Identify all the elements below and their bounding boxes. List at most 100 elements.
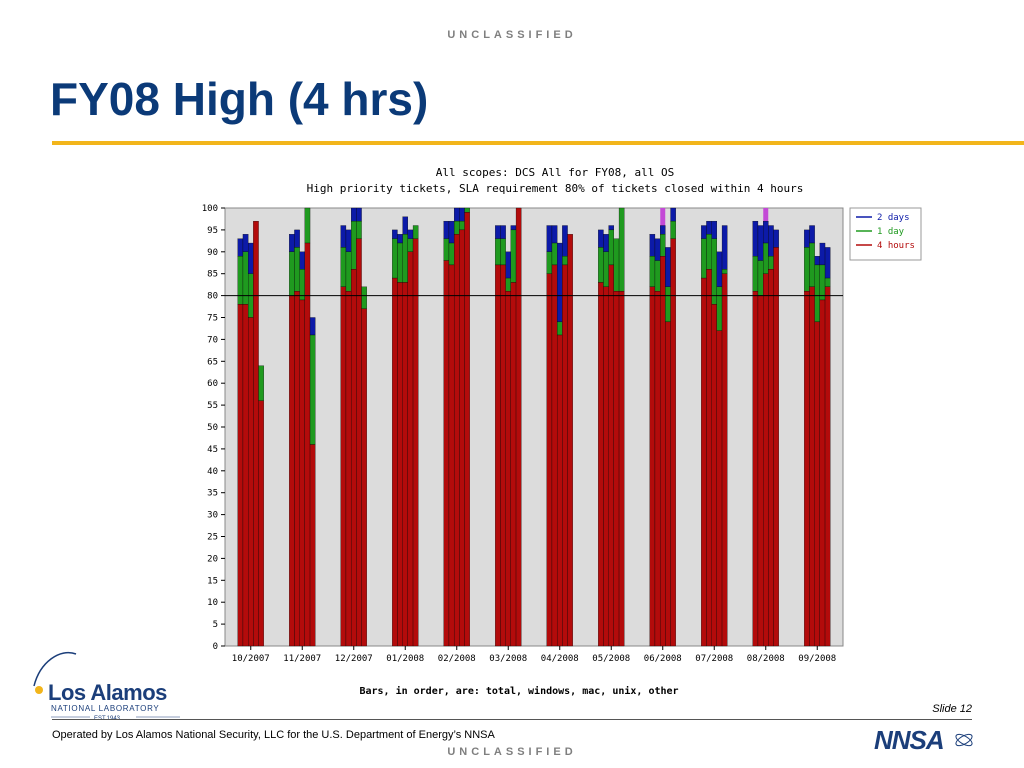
bar-segment-1day: [711, 238, 718, 305]
bar-group: [649, 207, 676, 647]
bar-segment-4hours: [309, 444, 316, 647]
bar-segment-4hours: [814, 321, 821, 647]
y-tick-label: 50: [207, 423, 218, 433]
bar-segment-4hours: [824, 286, 831, 647]
bar-segment-2days: [453, 207, 460, 222]
bar-segment-2days: [649, 234, 656, 257]
bar-segment-4hours: [248, 317, 254, 647]
bar-segment-2days: [299, 251, 306, 270]
bar-segment-4hours: [654, 291, 661, 647]
bar-segment-2days: [546, 225, 553, 252]
y-tick-label: 20: [207, 554, 218, 564]
bar-segment-4hours: [752, 291, 759, 647]
bar-segment-4hours: [345, 291, 352, 647]
bar-segment-2days: [402, 216, 408, 235]
bar-segment-1day: [752, 256, 759, 292]
bar-segment-2days: [757, 225, 764, 261]
bar-segment-1day: [649, 256, 656, 287]
bar-segment-1day: [701, 238, 707, 279]
bar-segment-4hours: [546, 273, 553, 647]
bar-group: [804, 225, 831, 647]
y-tick-label: 75: [207, 314, 218, 324]
bar-segment-4hours: [253, 220, 259, 647]
bar-segment-2days: [824, 247, 831, 279]
bar-segment-4hours: [665, 321, 671, 647]
bar-segment-2days: [809, 225, 815, 244]
bar-segment-1day: [505, 277, 511, 292]
bar-segment-4hours: [701, 277, 707, 647]
bar-segment-1day: [716, 286, 723, 331]
bar-segment-2days: [556, 242, 563, 323]
x-axis: 10/2007 11/2007 12/2007 01/2008 02/2008 03/20…: [232, 646, 836, 664]
bar-segment-4hours: [706, 269, 712, 647]
bar-group: [546, 225, 573, 647]
bar-segment-1day: [670, 220, 676, 239]
plot-area: [224, 207, 844, 647]
bar-segment-1day: [345, 251, 352, 292]
y-tick-label: 40: [207, 467, 218, 477]
bar-segment-2days: [608, 225, 614, 231]
y-tick-label: 30: [207, 511, 218, 521]
bar-segment-1day: [289, 251, 295, 296]
footer-rule: [52, 719, 972, 720]
bar-segment-4hours: [464, 212, 470, 647]
bar-segment-2days: [768, 225, 774, 257]
bar-segment-4hours: [804, 291, 810, 647]
bar-segment-4hours: [721, 273, 728, 647]
bar-segment-2days: [500, 225, 506, 239]
bar-segment-2days: [752, 220, 759, 257]
bar-segment-1day: [495, 238, 501, 266]
bar-segment-2days: [814, 256, 821, 266]
bar-segment-1day: [608, 229, 614, 266]
bar-segment-4hours: [659, 256, 666, 647]
bar-segment-2days: [340, 225, 347, 248]
x-tick-label: 08/2008: [747, 654, 785, 664]
bar-segment-1day: [242, 251, 249, 305]
bar-segment-2days: [716, 251, 723, 287]
bar-segment-1day: [500, 238, 506, 266]
bar-segment-4hours: [809, 286, 815, 647]
bar-segment-1day: [768, 256, 774, 270]
sla-bar-chart: All scopes: DCS All for FY08, all OS Hig…: [202, 166, 922, 697]
legend-label: 4 hours: [877, 241, 915, 251]
bar-segment-1day: [304, 207, 311, 244]
bar-segment-2days: [773, 229, 779, 248]
bar-segment-1day: [453, 220, 460, 235]
bar-group: [340, 207, 367, 647]
bar-segment-1day: [562, 256, 568, 266]
bar-group: [443, 207, 470, 647]
y-tick-label: 35: [207, 489, 218, 499]
classification-banner-top: UNCLASSIFIED: [447, 29, 577, 41]
bar-segment-4hours: [505, 291, 511, 647]
bar-segment-2days: [448, 220, 455, 244]
y-tick-label: 10: [207, 598, 218, 608]
bar-segment-1day: [309, 334, 316, 445]
bar-segment-4hours: [500, 264, 506, 647]
bar-segment-1day: [412, 225, 419, 239]
bar-segment-4hours: [294, 291, 300, 647]
x-tick-label: 09/2008: [798, 654, 836, 664]
bar-segment-4hours: [448, 264, 455, 647]
bar-segment-2days: [237, 238, 244, 257]
atom-orbit-icon: [955, 733, 973, 747]
bar-segment-1day: [706, 234, 712, 270]
bar-segment-2days: [289, 234, 295, 252]
bar-segment-1day: [459, 220, 465, 231]
bar-group: [495, 207, 522, 647]
bar-segment-2days: [242, 234, 249, 252]
bar-segment-2days: [701, 225, 707, 239]
bar-segment-2days: [345, 229, 352, 252]
bar-segment-1day: [392, 238, 398, 279]
bar-segment-1day: [294, 247, 300, 292]
bar-segment-2days: [505, 251, 511, 279]
bar-group: [289, 207, 316, 647]
legend-label: 2 days: [877, 213, 910, 223]
bar-segment-4hours: [299, 299, 306, 647]
bar-segment-4hours: [350, 269, 357, 647]
bar-segment-4hours: [768, 269, 774, 647]
bar-segment-4hours: [397, 282, 403, 647]
bar-segment-2days: [706, 220, 712, 235]
bar-segment-1day: [340, 247, 347, 287]
bar-segment-4hours: [598, 282, 604, 647]
bar-segment-4hours: [567, 234, 573, 647]
